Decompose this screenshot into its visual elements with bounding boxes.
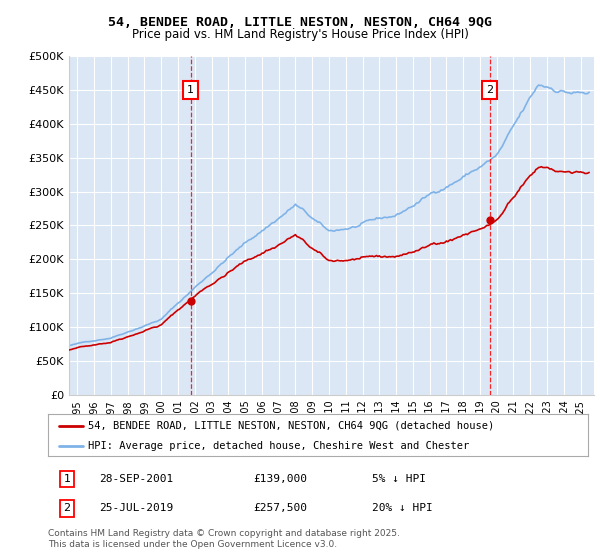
Text: £139,000: £139,000 xyxy=(253,474,307,484)
Text: 20% ↓ HPI: 20% ↓ HPI xyxy=(372,503,433,514)
Text: £257,500: £257,500 xyxy=(253,503,307,514)
Text: 2: 2 xyxy=(64,503,70,514)
Text: Contains HM Land Registry data © Crown copyright and database right 2025.
This d: Contains HM Land Registry data © Crown c… xyxy=(48,529,400,549)
Text: 1: 1 xyxy=(187,85,194,95)
Text: 5% ↓ HPI: 5% ↓ HPI xyxy=(372,474,426,484)
Text: 28-SEP-2001: 28-SEP-2001 xyxy=(100,474,173,484)
Text: Price paid vs. HM Land Registry's House Price Index (HPI): Price paid vs. HM Land Registry's House … xyxy=(131,28,469,41)
Text: 54, BENDEE ROAD, LITTLE NESTON, NESTON, CH64 9QG: 54, BENDEE ROAD, LITTLE NESTON, NESTON, … xyxy=(108,16,492,29)
Text: 2: 2 xyxy=(486,85,493,95)
Text: HPI: Average price, detached house, Cheshire West and Chester: HPI: Average price, detached house, Ches… xyxy=(89,441,470,451)
Text: 25-JUL-2019: 25-JUL-2019 xyxy=(100,503,173,514)
Text: 54, BENDEE ROAD, LITTLE NESTON, NESTON, CH64 9QG (detached house): 54, BENDEE ROAD, LITTLE NESTON, NESTON, … xyxy=(89,421,495,431)
Text: 1: 1 xyxy=(64,474,70,484)
